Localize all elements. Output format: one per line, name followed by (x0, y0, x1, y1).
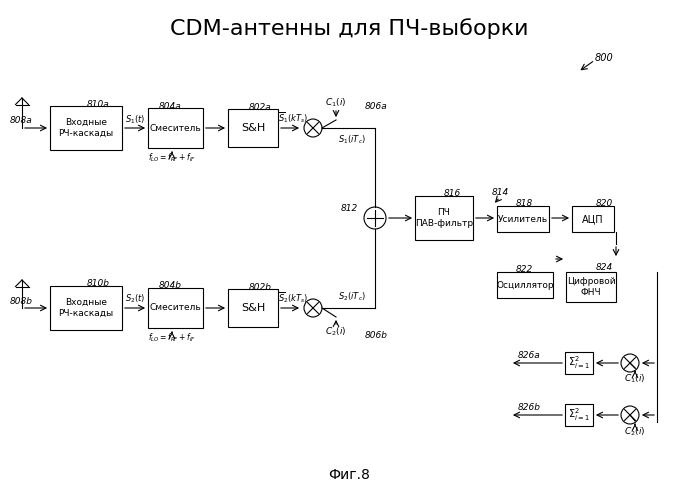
Circle shape (304, 119, 322, 137)
Text: Смеситель: Смеситель (150, 303, 201, 312)
Circle shape (364, 207, 386, 229)
Text: 806b: 806b (365, 330, 388, 339)
Circle shape (621, 354, 639, 372)
Text: $S_1(t)$: $S_1(t)$ (125, 114, 145, 126)
Text: 826b: 826b (518, 403, 541, 412)
FancyBboxPatch shape (565, 352, 593, 374)
Text: Входные
РЧ-каскады: Входные РЧ-каскады (59, 118, 113, 138)
FancyBboxPatch shape (50, 106, 122, 150)
Text: 808b: 808b (10, 297, 33, 306)
FancyBboxPatch shape (148, 108, 203, 148)
Text: $C_1(i)$: $C_1(i)$ (325, 97, 347, 109)
Text: 826a: 826a (518, 350, 541, 359)
Text: $C_2(i)$: $C_2(i)$ (325, 326, 347, 338)
Text: $S_1(iT_c)$: $S_1(iT_c)$ (338, 134, 366, 146)
Text: Смеситель: Смеситель (150, 123, 201, 133)
Text: Фиг.8: Фиг.8 (328, 468, 370, 482)
Text: $\overline{S}_2(kT_s)$: $\overline{S}_2(kT_s)$ (278, 291, 308, 305)
Circle shape (304, 299, 322, 317)
Text: $f_{LO}=f_{RF}+f_{IF}$: $f_{LO}=f_{RF}+f_{IF}$ (148, 332, 196, 344)
Text: 804b: 804b (159, 281, 182, 290)
Text: $S_2(t)$: $S_2(t)$ (125, 293, 145, 305)
Text: CDM-антенны для ПЧ-выборки: CDM-антенны для ПЧ-выборки (170, 18, 528, 39)
Text: 806a: 806a (365, 101, 388, 110)
Text: Входные
РЧ-каскады: Входные РЧ-каскады (59, 298, 113, 318)
Text: 816: 816 (443, 189, 461, 198)
Text: 820: 820 (596, 199, 612, 208)
Text: 810b: 810b (87, 279, 110, 288)
Text: 810a: 810a (87, 99, 109, 108)
Text: S&H: S&H (241, 303, 265, 313)
Text: $\overline{S}_1(kT_s)$: $\overline{S}_1(kT_s)$ (278, 111, 308, 125)
Text: 808a: 808a (10, 115, 33, 124)
FancyBboxPatch shape (415, 196, 473, 240)
Text: 818: 818 (515, 199, 533, 208)
Text: $\Sigma_{i=1}^{2}$: $\Sigma_{i=1}^{2}$ (568, 355, 590, 371)
Text: $C_1(i)$: $C_1(i)$ (624, 373, 646, 385)
FancyBboxPatch shape (148, 288, 203, 328)
Text: $C_2(i)$: $C_2(i)$ (624, 426, 646, 438)
Text: Цифровой
ФНЧ: Цифровой ФНЧ (567, 277, 615, 297)
Text: S&H: S&H (241, 123, 265, 133)
FancyBboxPatch shape (566, 272, 616, 302)
Text: Усилитель: Усилитель (498, 215, 548, 224)
Text: 802a: 802a (249, 102, 271, 111)
Text: 804a: 804a (159, 101, 181, 110)
Text: $f_{LO}=f_{RF}+f_{IF}$: $f_{LO}=f_{RF}+f_{IF}$ (148, 152, 196, 164)
Text: 824: 824 (596, 263, 612, 272)
Text: 814: 814 (492, 188, 510, 197)
Text: 822: 822 (515, 264, 533, 273)
Text: АЦП: АЦП (582, 214, 604, 224)
FancyBboxPatch shape (50, 286, 122, 330)
Text: $S_2(iT_c)$: $S_2(iT_c)$ (338, 291, 366, 303)
FancyBboxPatch shape (497, 272, 553, 298)
FancyBboxPatch shape (497, 206, 549, 232)
Text: 802b: 802b (249, 282, 271, 291)
Text: 812: 812 (340, 204, 358, 213)
Circle shape (621, 406, 639, 424)
Text: ПЧ
ПАВ-фильтр: ПЧ ПАВ-фильтр (415, 208, 473, 228)
Text: 800: 800 (595, 53, 614, 63)
FancyBboxPatch shape (565, 404, 593, 426)
FancyBboxPatch shape (228, 109, 278, 147)
FancyBboxPatch shape (228, 289, 278, 327)
Text: Осциллятор: Осциллятор (496, 280, 554, 289)
Text: $\Sigma_{i=1}^{2}$: $\Sigma_{i=1}^{2}$ (568, 407, 590, 423)
FancyBboxPatch shape (572, 206, 614, 232)
